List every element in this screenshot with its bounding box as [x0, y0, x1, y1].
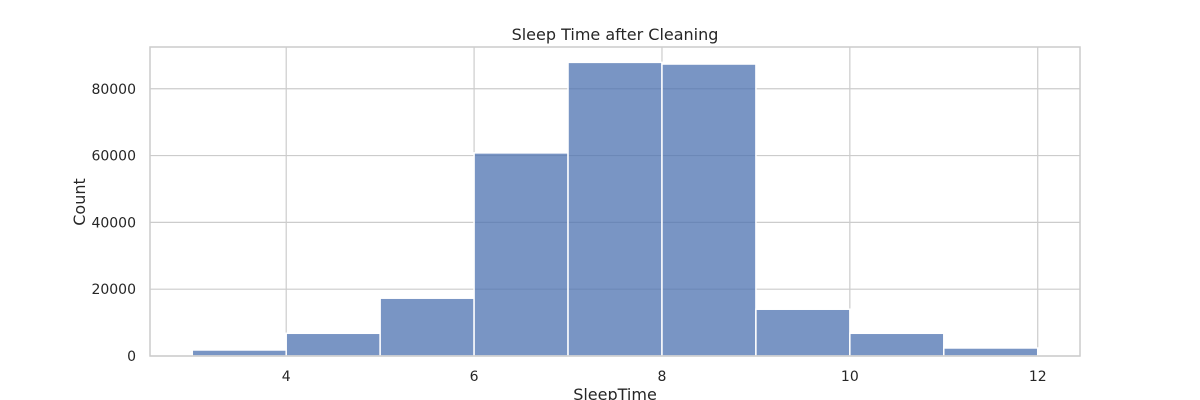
y-tick-label: 60000 — [91, 149, 136, 165]
histogram-bar — [285, 332, 381, 357]
x-axis-label: SleepTime — [573, 385, 657, 400]
histogram-bar — [191, 349, 287, 357]
histogram-bar — [943, 347, 1039, 357]
y-tick-label: 80000 — [91, 82, 136, 98]
y-axis-ticks: 0 20000 40000 60000 80000 — [91, 82, 136, 365]
y-tick-label: 20000 — [91, 282, 136, 298]
histogram-bar — [473, 152, 569, 357]
x-tick-label: 6 — [470, 369, 479, 385]
x-tick-label: 4 — [282, 369, 291, 385]
histogram-bar — [849, 332, 945, 357]
x-tick-label: 10 — [841, 369, 859, 385]
x-tick-label: 8 — [658, 369, 667, 385]
y-axis-label: Count — [70, 178, 89, 226]
plot-frame — [149, 46, 1081, 357]
histogram-bar — [661, 63, 757, 357]
x-tick-label: 12 — [1029, 369, 1047, 385]
y-tick-label: 0 — [127, 349, 136, 365]
histogram-bar — [755, 308, 851, 357]
histogram-bar — [379, 297, 475, 357]
y-tick-label: 40000 — [91, 215, 136, 231]
histogram-bar — [567, 61, 663, 357]
x-axis-ticks: 4 6 8 10 12 — [282, 369, 1047, 385]
bars — [191, 61, 1039, 357]
chart-title: Sleep Time after Cleaning — [512, 25, 719, 44]
